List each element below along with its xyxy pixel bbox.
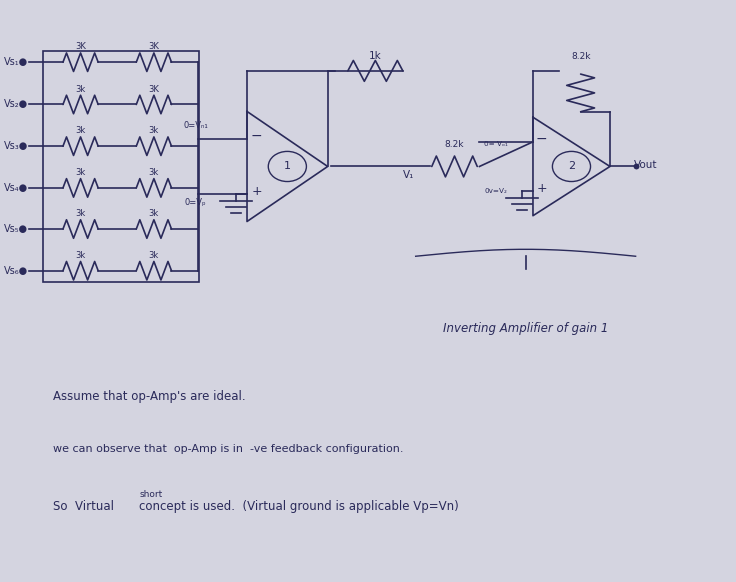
Text: 0= Vₒ₁: 0= Vₒ₁ [484,141,509,147]
Text: 3K: 3K [149,42,159,51]
Text: 2: 2 [568,161,575,172]
Text: we can observe that  op-Amp is in  -ve feedback configuration.: we can observe that op-Amp is in -ve fee… [53,443,403,453]
Text: short: short [139,491,163,499]
Text: 0v=V₂: 0v=V₂ [485,187,508,194]
Text: Vs₃●: Vs₃● [4,141,29,151]
Text: 8.2k: 8.2k [571,52,590,61]
Text: V₁: V₁ [403,170,414,180]
Text: 3k: 3k [149,210,159,218]
Text: 3k: 3k [149,168,159,177]
Text: −: − [251,129,262,143]
Text: 3k: 3k [149,126,159,136]
Text: Vs₆●: Vs₆● [4,266,29,276]
Text: Vs₄●: Vs₄● [4,183,29,193]
Text: Vs₅●: Vs₅● [4,224,28,234]
Text: 0=Vₙ₁: 0=Vₙ₁ [183,120,208,130]
Text: Vs₂●: Vs₂● [4,100,29,109]
Text: 3k: 3k [76,251,85,260]
Text: So  Virtual: So Virtual [53,500,114,513]
Text: concept is used.  (Virtual ground is applicable Vp=Vn): concept is used. (Virtual ground is appl… [139,500,459,513]
Text: 3K: 3K [149,85,159,94]
Text: Vs₁●: Vs₁● [4,57,29,67]
Text: 3k: 3k [149,251,159,260]
Text: 3k: 3k [76,168,85,177]
Text: Inverting Amplifier of gain 1: Inverting Amplifier of gain 1 [443,322,609,335]
Text: −: − [536,132,548,146]
Text: 8.2k: 8.2k [445,140,464,150]
Text: Vout: Vout [634,159,657,170]
Text: 3k: 3k [76,210,85,218]
Text: Assume that op-Amp's are ideal.: Assume that op-Amp's are ideal. [53,390,245,403]
Text: 3k: 3k [76,126,85,136]
Text: 3K: 3K [75,42,86,51]
Text: 0=Vₚ: 0=Vₚ [185,198,207,207]
Text: +: + [251,185,262,198]
Text: 3k: 3k [76,85,85,94]
Text: +: + [537,182,547,196]
Text: 1k: 1k [369,51,382,61]
Text: 1: 1 [284,161,291,172]
